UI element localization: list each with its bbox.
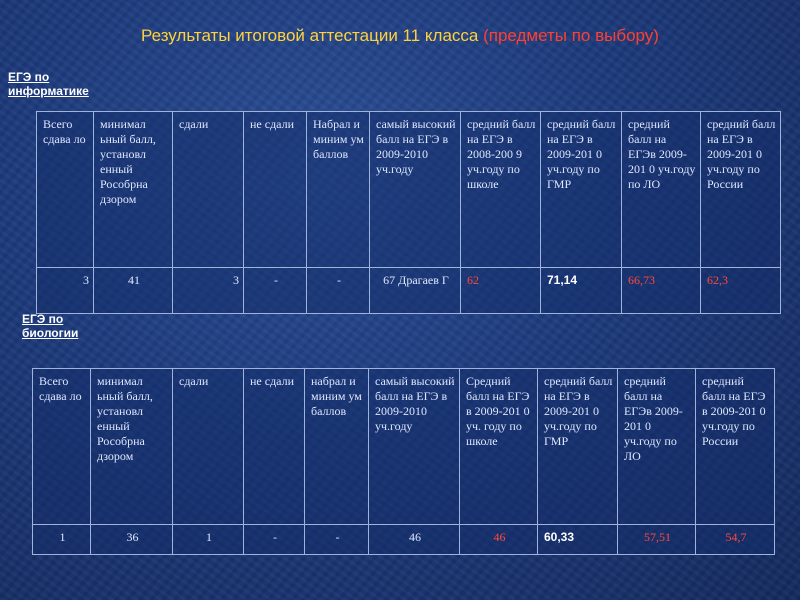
data-cell: 36 [90,524,173,555]
header-cell: Средний балл на ЕГЭ в 2009-201 0 уч. год… [459,368,538,525]
section-label-line1: ЕГЭ по [8,70,50,84]
header-cell: минимал ьный балл, установл енный Рособр… [93,111,173,268]
data-cell: - [304,524,369,555]
data-cell-top-score: 46 [368,524,460,555]
section-label-biology: ЕГЭ по биологии [22,312,78,340]
table-header-row: Всего сдава ло минимал ьный балл, устано… [36,111,781,268]
data-cell-russia-avg: 54,7 [695,524,775,555]
data-cell-school-avg: 46 [459,524,538,555]
table-header-row: Всего сдава ло минимал ьный балл, устано… [32,368,775,525]
data-cell: 1 [172,524,244,555]
data-cell: - [243,524,305,555]
header-cell: не сдали [243,111,307,268]
data-cell: - [243,267,307,314]
data-cell: 41 [93,267,173,314]
data-cell-top-score: 67 Драгаев Г [369,267,461,314]
header-cell: Набрал и миним ум баллов [306,111,370,268]
page-title: Результаты итоговой аттестации 11 класса… [0,26,800,46]
data-cell: 3 [36,267,94,314]
section-label-line2: информатике [8,84,89,98]
table-data-row: 1 36 1 - - 46 46 60,33 57,51 54,7 [32,524,775,555]
header-cell: средний балл на ЕГЭв 2009-201 0 уч.году … [617,368,696,525]
header-cell: самый высокий балл на ЕГЭ в 2009-2010 уч… [369,111,461,268]
data-cell-russia-avg: 62,3 [700,267,781,314]
header-cell: сдали [172,368,244,525]
biology-table: Всего сдава ло минимал ьный балл, устано… [32,368,775,555]
data-cell-lo-avg: 66,73 [621,267,701,314]
title-sub: (предметы по выбору) [483,26,659,45]
header-cell: Всего сдава ло [32,368,91,525]
data-cell-gmr-avg: 71,14 [540,267,622,314]
data-cell-lo-avg: 57,51 [617,524,696,555]
header-cell: самый высокий балл на ЕГЭ в 2009-2010 уч… [368,368,460,525]
data-cell: 3 [172,267,244,314]
data-cell: 1 [32,524,91,555]
section-label-line2: биологии [22,326,79,340]
header-cell: средний балл на ЕГЭ в 2009-201 0 уч.году… [540,111,622,268]
data-cell-gmr-avg: 60,33 [537,524,618,555]
table-data-row: 3 41 3 - - 67 Драгаев Г 62 71,14 66,73 6… [36,267,781,314]
informatics-table: Всего сдава ло минимал ьный балл, устано… [36,111,781,314]
header-cell: минимал ьный балл, установл енный Рособр… [90,368,173,525]
data-cell-school-avg: 62 [460,267,541,314]
header-cell: Всего сдава ло [36,111,94,268]
header-cell: набрал и миним ум баллов [304,368,369,525]
header-cell: средний балл на ЕГЭ в 2009-201 0 уч.году… [700,111,781,268]
header-cell: средний балл на ЕГЭв 2009-201 0 уч.году … [621,111,701,268]
header-cell: средний балл на ЕГЭ в 2009-201 0 уч.году… [695,368,775,525]
header-cell: средний балл на ЕГЭ в 2008-200 9 уч.году… [460,111,541,268]
header-cell: средний балл на ЕГЭ в 2009-201 0 уч.году… [537,368,618,525]
header-cell: сдали [172,111,244,268]
section-label-line1: ЕГЭ по [22,312,64,326]
header-cell: не сдали [243,368,305,525]
data-cell: - [306,267,370,314]
title-main: Результаты итоговой аттестации 11 класса [141,26,484,45]
section-label-informatics: ЕГЭ по информатике [8,70,89,98]
